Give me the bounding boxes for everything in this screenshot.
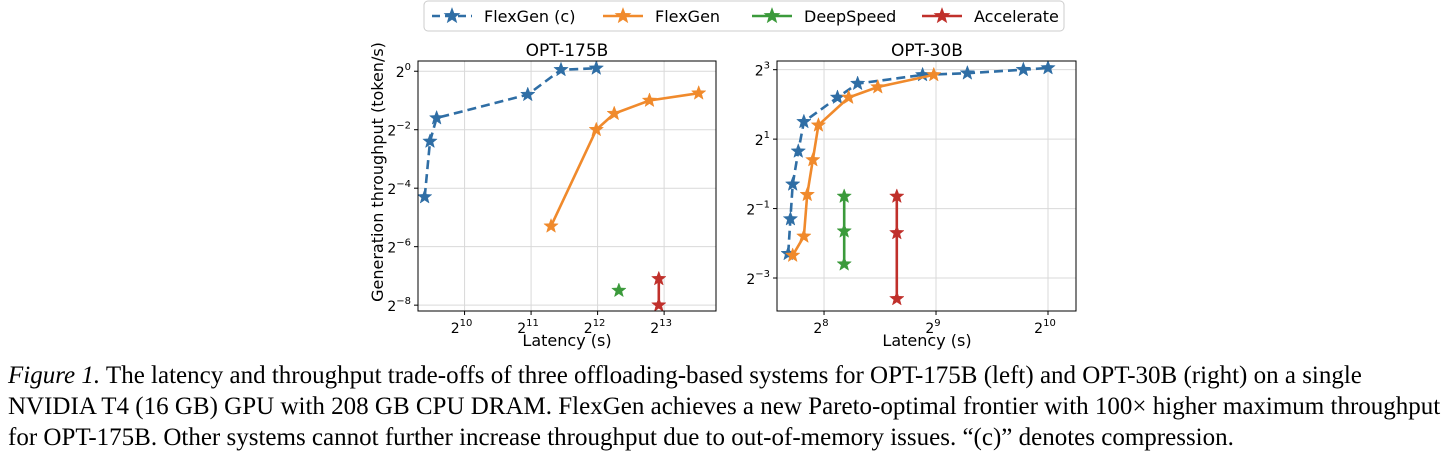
x-tick-label: 28 bbox=[813, 318, 828, 337]
data-point-flexgen bbox=[690, 84, 707, 100]
data-point-flexgen bbox=[869, 78, 886, 94]
legend-label-deepspeed: DeepSpeed bbox=[804, 7, 896, 26]
data-point-accelerate bbox=[650, 296, 667, 312]
y-tick-label: 2−6 bbox=[387, 238, 411, 257]
y-tick-label: 2−8 bbox=[387, 296, 411, 315]
data-point-deepspeed bbox=[836, 188, 852, 204]
plot-frame bbox=[776, 60, 1077, 312]
x-tick-label: 29 bbox=[925, 318, 940, 337]
data-point-accelerate bbox=[889, 224, 905, 240]
data-point-flexgen-c bbox=[428, 109, 445, 125]
y-tick-label: 2−3 bbox=[746, 269, 770, 288]
data-point-deepspeed bbox=[611, 282, 627, 298]
data-point-flexgen bbox=[925, 66, 942, 82]
series-line-flexgen bbox=[791, 73, 935, 257]
chart-title-left: OPT-175B bbox=[526, 41, 609, 61]
x-tick-label: 211 bbox=[517, 318, 539, 337]
x-axis-label-left: Latency (s) bbox=[522, 331, 611, 350]
data-point-accelerate bbox=[889, 188, 905, 204]
x-tick-label: 213 bbox=[650, 318, 672, 337]
data-point-flexgen bbox=[588, 121, 605, 137]
data-point-flexgen-c bbox=[1015, 61, 1032, 77]
data-point-flexgen bbox=[796, 228, 812, 243]
caption-text: The latency and throughput trade-offs of… bbox=[8, 362, 1441, 451]
legend-marker-accelerate bbox=[933, 7, 951, 24]
data-point-deepspeed bbox=[836, 222, 852, 238]
data-point-flexgen-c bbox=[782, 210, 799, 226]
legend-label-accelerate: Accelerate bbox=[974, 7, 1059, 26]
chart-title-right: OPT-30B bbox=[891, 41, 963, 61]
y-tick-label: 23 bbox=[755, 61, 770, 80]
chart-panel-opt-30b: OPT-30B Latency (s) 28 29 210 23 21 2−1 2−3 bbox=[746, 41, 1077, 350]
legend: FlexGen (c) FlexGen DeepSpeed Accelerate bbox=[423, 0, 1065, 32]
x-axis-label-right: Latency (s) bbox=[882, 331, 971, 350]
data-point-accelerate bbox=[889, 290, 905, 306]
figure-chart: FlexGen (c) FlexGen DeepSpeed Accelerate OP… bbox=[368, 0, 1077, 350]
legend-frame bbox=[423, 0, 1065, 32]
y-axis-label: Generation throughput (token/s) bbox=[368, 42, 387, 302]
data-point-flexgen-c bbox=[422, 133, 438, 149]
data-point-flexgen-c bbox=[553, 61, 569, 77]
data-point-flexgen bbox=[606, 105, 623, 121]
data-point-flexgen-c bbox=[796, 113, 812, 129]
y-tick-label: 2−2 bbox=[387, 121, 411, 140]
y-tick-label: 20 bbox=[396, 62, 411, 81]
data-point-flexgen bbox=[641, 92, 658, 108]
x-tick-label: 210 bbox=[451, 318, 473, 337]
data-point-flexgen-c bbox=[519, 86, 536, 102]
data-point-flexgen-c bbox=[849, 75, 866, 91]
data-point-deepspeed bbox=[836, 255, 852, 271]
series-line-flexgen-c bbox=[423, 67, 597, 198]
data-point-flexgen-c bbox=[1040, 59, 1056, 75]
data-point-flexgen bbox=[543, 217, 559, 233]
data-point-accelerate bbox=[650, 270, 667, 286]
data-point-flexgen bbox=[805, 151, 821, 167]
data-point-flexgen bbox=[799, 186, 816, 202]
legend-label-flexgen-c: FlexGen (c) bbox=[484, 7, 575, 26]
data-point-flexgen bbox=[840, 89, 857, 105]
caption-label: Figure 1. bbox=[8, 362, 101, 389]
data-point-flexgen bbox=[784, 247, 801, 263]
legend-marker-flexgen bbox=[614, 7, 632, 24]
data-point-flexgen-c bbox=[784, 176, 801, 191]
y-tick-label: 21 bbox=[755, 130, 770, 149]
figure-caption: Figure 1. The latency and throughput tra… bbox=[8, 360, 1452, 453]
data-point-flexgen-c bbox=[416, 188, 433, 204]
data-point-flexgen bbox=[810, 117, 827, 132]
legend-marker-flexgen-c bbox=[443, 7, 461, 24]
data-point-flexgen-c bbox=[959, 64, 976, 80]
y-tick-label: 2−1 bbox=[746, 200, 770, 219]
data-point-flexgen-c bbox=[790, 143, 807, 158]
plot-frame bbox=[417, 60, 717, 312]
data-point-flexgen-c bbox=[588, 60, 605, 75]
series-line-flexgen bbox=[549, 91, 699, 227]
x-tick-label: 210 bbox=[1034, 318, 1056, 337]
series-line-flexgen-c bbox=[786, 66, 1049, 254]
chart-panel-opt-175b: OPT-175B Generation throughput (token/s)… bbox=[368, 41, 717, 350]
legend-marker-deepspeed bbox=[763, 7, 781, 24]
legend-label-flexgen: FlexGen bbox=[655, 7, 720, 26]
y-tick-label: 2−4 bbox=[387, 179, 411, 198]
x-tick-label: 212 bbox=[584, 318, 606, 337]
